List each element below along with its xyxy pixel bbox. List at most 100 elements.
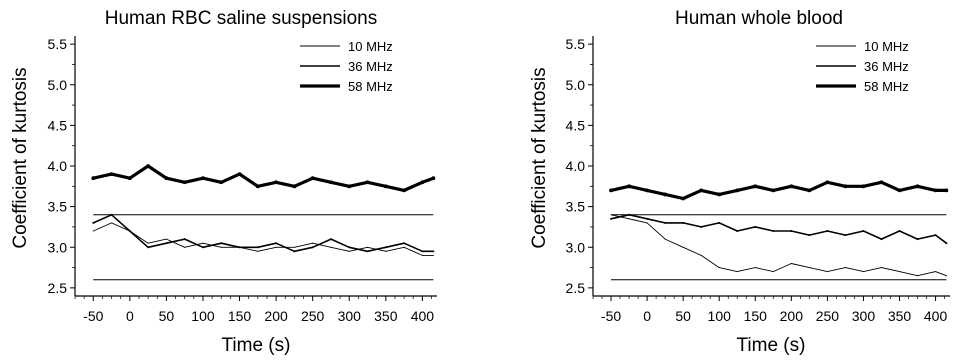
x-tick-label: 400 [411,308,435,324]
data-point [275,246,277,248]
data-point [862,230,865,232]
data-point [718,221,721,224]
data-point [147,246,150,249]
data-point [844,234,847,237]
data-point [220,246,222,248]
data-point [664,238,666,240]
y-tick-label: 4.5 [48,117,68,133]
data-point [826,271,828,273]
data-point [736,230,739,232]
data-point [128,230,131,232]
data-point [808,267,810,269]
data-point [789,184,794,189]
data-point [311,246,314,249]
data-point [293,250,296,253]
series-line [610,214,947,244]
x-tick-label: -50 [601,308,621,324]
data-point [385,250,387,252]
data-point [237,172,242,177]
data-point [610,214,612,216]
data-point [329,180,333,185]
data-point [880,238,883,241]
data-point [646,222,648,224]
series-line [93,222,434,256]
x-tick-label: -50 [83,308,103,324]
data-point [201,176,205,181]
data-point [432,250,435,253]
y-tick-label: 4.5 [566,117,586,133]
y-tick-label: 2.5 [48,280,68,296]
data-point [202,242,204,244]
data-point [183,238,186,241]
data-point [718,267,720,269]
x-tick-label: 350 [888,308,912,324]
series-line [92,164,434,192]
data-point [862,271,864,273]
data-point [934,234,937,237]
data-point [432,254,434,256]
data-point [111,222,113,224]
legend-label: 36 MHz [864,59,909,74]
chart-title: Human whole blood [675,8,843,29]
x-tick-label: 150 [228,308,252,324]
data-point [945,242,948,245]
y-tick-label: 3.0 [48,239,68,255]
series-line [92,214,434,253]
x-tick-label: 350 [374,308,398,324]
data-point [383,184,388,189]
data-point [717,192,722,197]
data-point [165,242,168,245]
data-point [403,246,405,248]
data-point [933,188,938,193]
data-point [92,221,95,224]
x-tick-label: 250 [816,308,840,324]
data-point [238,246,241,249]
series-line [610,214,947,277]
data-point [681,196,686,201]
x-tick-label: 50 [159,308,175,324]
y-tick-label: 5.0 [48,77,68,93]
data-point [700,254,702,256]
chart-title: Human RBC saline suspensions [105,8,377,29]
data-point [861,184,866,189]
data-point [91,176,96,181]
data-point [663,192,668,197]
data-point [202,246,204,249]
data-point [402,188,407,193]
data-point [917,275,919,277]
data-point [365,180,370,185]
chart-panel-rbc-saline: Human RBC saline suspensions Coefficient… [10,8,437,356]
data-point [790,262,792,265]
data-point [844,267,846,269]
data-point [220,242,223,245]
legend-label: 58 MHz [864,79,909,94]
data-point [421,254,423,256]
data-point [945,275,947,277]
x-tick-label: 250 [301,308,325,324]
data-point [219,180,224,185]
x-axis-label: Time (s) [737,335,806,356]
data-point [347,184,352,189]
data-point [366,250,369,253]
data-point [255,184,260,189]
legend-label: 36 MHz [348,59,393,74]
data-point [897,188,902,193]
data-point [754,225,757,228]
data-point [915,184,920,189]
y-tick-label: 3.0 [566,239,586,255]
y-tick-label: 3.5 [566,199,586,215]
data-point [164,176,169,181]
data-point [366,246,369,248]
data-point [147,242,149,244]
data-point [182,180,187,185]
data-point [628,218,630,220]
data-point [403,242,406,245]
data-point [753,184,758,189]
x-tick-label: 300 [338,308,362,324]
data-point [310,176,315,181]
data-point [736,271,738,273]
data-point [735,188,740,193]
data-point [256,246,259,249]
data-point [916,238,919,241]
data-point [879,180,884,185]
